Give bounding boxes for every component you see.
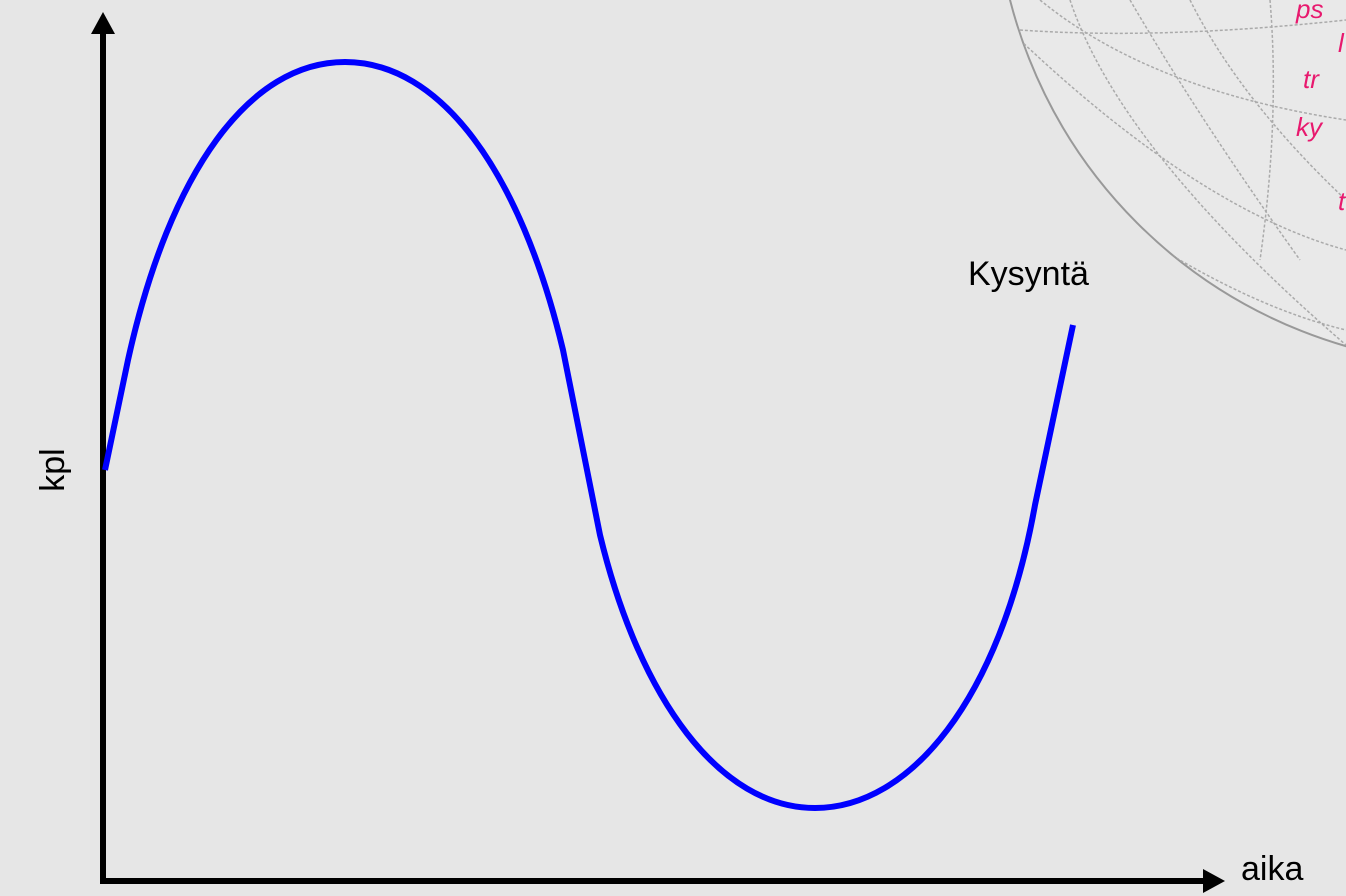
curve-label: Kysyntä — [968, 255, 1089, 293]
globe — [1009, 0, 1346, 348]
demand-curve — [102, 58, 1076, 812]
axes — [91, 12, 1225, 893]
y-axis-label: kpl — [34, 448, 72, 491]
side-text-line: t — [1338, 186, 1346, 216]
side-text-line: ky — [1296, 112, 1324, 142]
side-text-line: ps — [1295, 0, 1323, 24]
x-arrow — [1203, 869, 1225, 893]
side-text-line: l — [1338, 28, 1345, 58]
side-text: ps l tr ky t — [1295, 0, 1346, 216]
side-text-line: tr — [1303, 64, 1320, 94]
x-axis-label: aika — [1241, 850, 1303, 888]
y-arrow — [91, 12, 115, 34]
